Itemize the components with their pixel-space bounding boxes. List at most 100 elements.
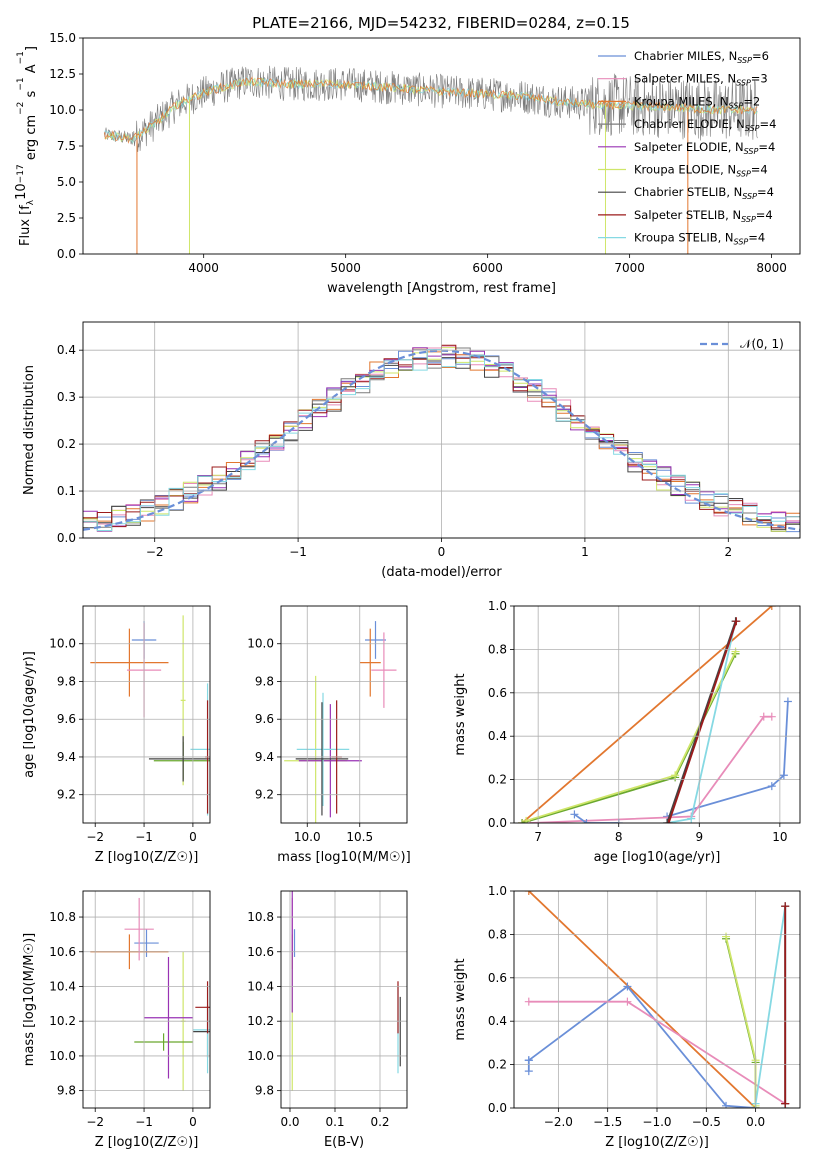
tick-label-x: −1.5	[593, 1115, 622, 1129]
label-part: −2	[16, 102, 26, 115]
legend-n: =3	[751, 72, 768, 86]
axis-label-x: E(B-V)	[324, 1135, 364, 1150]
series-marker	[731, 647, 740, 656]
legend-name: Kroupa STELIB, N	[634, 231, 734, 245]
tick-label-y: 2.5	[57, 211, 76, 225]
tick-label-y: 9.6	[57, 712, 76, 726]
tick-label-x: −2.0	[544, 1115, 573, 1129]
series-line	[528, 985, 756, 1108]
tick-label-x: 9	[695, 830, 703, 844]
tick-label-x: 6000	[472, 261, 503, 275]
tick-label-y: 9.8	[57, 674, 76, 688]
legend-name: Salpeter STELIB, N	[634, 208, 741, 222]
tick-label-y: 5.0	[57, 175, 76, 189]
panel-massweight_vs_Z: −2.0 −1.5 −1.0 −0.5 0.0 0.0 0.2 0.4 0.6 0.8 1.0 Z […	[453, 884, 801, 1150]
tick-label-x: 10	[772, 830, 787, 844]
legend-n: =2	[743, 94, 760, 108]
series-line	[666, 701, 789, 818]
legend-n: =4	[748, 231, 765, 245]
tick-label-y: 9.2	[57, 788, 76, 802]
tick-label-y: 9.8	[255, 674, 274, 688]
series-marker	[582, 819, 591, 823]
axis-label-x: wavelength [Angstrom, rest frame]	[327, 281, 556, 296]
tick-label-y: 15.0	[49, 31, 76, 45]
tick-label-y: 9.8	[255, 1084, 274, 1098]
legend-n: =4	[751, 163, 768, 177]
axes-frame	[280, 605, 408, 824]
legend-entry: Kroupa MILES, NSSP=2	[634, 94, 760, 110]
tick-label-x: −1	[135, 1115, 153, 1129]
legend-name: Salpeter ELODIE, N	[634, 140, 744, 154]
axis-label-y: age [log10(age/yr)]	[22, 651, 37, 778]
legend-sub: SSP	[736, 170, 751, 179]
axis-label-x: Z [log10(Z/Z☉)]	[95, 850, 199, 865]
tick-label-x: 5000	[330, 261, 361, 275]
tick-label-y: 10.0	[49, 637, 76, 651]
legend-n: =4	[756, 208, 773, 222]
legend-entry: 𝒩(0, 1)	[740, 337, 784, 351]
tick-label-x: 0	[438, 545, 446, 559]
axis-label-y: Normed distribution	[22, 365, 37, 495]
tick-label-y: 10.6	[49, 945, 76, 959]
panel-age_vs_mass: 10.0 10.5 9.2 9.4 9.6 9.8 10.0 mass [log10(M/M☉…	[247, 605, 411, 865]
tick-label-y: 0.2	[488, 773, 507, 787]
tick-label-x: −1	[135, 830, 153, 844]
series-marker	[781, 1099, 790, 1108]
tick-label-y: 9.8	[57, 1084, 76, 1098]
tick-label-y: 0.0	[57, 247, 76, 261]
series-line	[666, 620, 737, 823]
plot-area	[284, 621, 397, 823]
tick-label-x: 0.2	[370, 1115, 389, 1129]
series-marker	[732, 617, 741, 626]
plot-area	[291, 891, 401, 1091]
plot-area	[518, 606, 792, 823]
series-marker	[522, 816, 531, 823]
tick-label-x: −2	[86, 830, 104, 844]
tick-label-y: 9.4	[57, 750, 76, 764]
tick-label-y: 0.4	[57, 343, 76, 357]
legend-name: Chabrier ELODIE, N	[634, 117, 745, 131]
tick-label-x: −2	[86, 1115, 104, 1129]
tick-label-y: 0.3	[57, 390, 76, 404]
series-marker	[767, 712, 776, 721]
label-part: 10	[14, 183, 29, 200]
axis-label-x: age [log10(age/yr)]	[594, 850, 721, 865]
label-part: s	[24, 90, 39, 101]
legend-entry: Salpeter STELIB, NSSP=4	[634, 208, 773, 224]
tick-label-y: 10.2	[49, 1014, 76, 1028]
series-line	[754, 906, 787, 1108]
figure-title: PLATE=2166, MJD=54232, FIBERID=0284, z=0…	[252, 14, 630, 32]
tick-label-y: 7.5	[57, 139, 76, 153]
tick-label-x: 0.0	[280, 1115, 299, 1129]
tick-label-y: 10.8	[247, 910, 274, 924]
tick-label-y: 9.2	[255, 788, 274, 802]
label-part: A	[24, 64, 39, 77]
legend-sub: SSP	[734, 238, 749, 247]
axes-frame	[82, 37, 801, 255]
series-marker	[687, 814, 696, 823]
tick-label-y: 0.6	[488, 686, 507, 700]
legend-entry: Salpeter MILES, NSSP=3	[634, 72, 768, 88]
series-marker	[779, 771, 788, 780]
legend-n: =4	[760, 117, 777, 131]
series-marker	[722, 1101, 731, 1108]
tick-label-y: 0.0	[488, 1101, 507, 1115]
series-line	[521, 606, 773, 823]
axes-frame	[280, 890, 408, 1109]
series-line	[573, 813, 619, 823]
tick-label-x: 8	[615, 830, 623, 844]
series-marker	[767, 606, 776, 610]
label-part: ]	[24, 46, 39, 51]
tick-label-x: 2	[724, 545, 732, 559]
axes-frame	[513, 605, 801, 824]
axis-label-y: mass weight	[453, 673, 468, 755]
tick-label-y: 10.0	[49, 1049, 76, 1063]
tick-label-y: 10.4	[247, 979, 274, 993]
spectrum-model-orange	[103, 76, 758, 144]
series-marker	[722, 932, 731, 941]
tick-label-y: 10.0	[49, 103, 76, 117]
series-marker	[570, 810, 579, 819]
series-marker	[623, 982, 632, 991]
plot-area	[90, 615, 210, 816]
